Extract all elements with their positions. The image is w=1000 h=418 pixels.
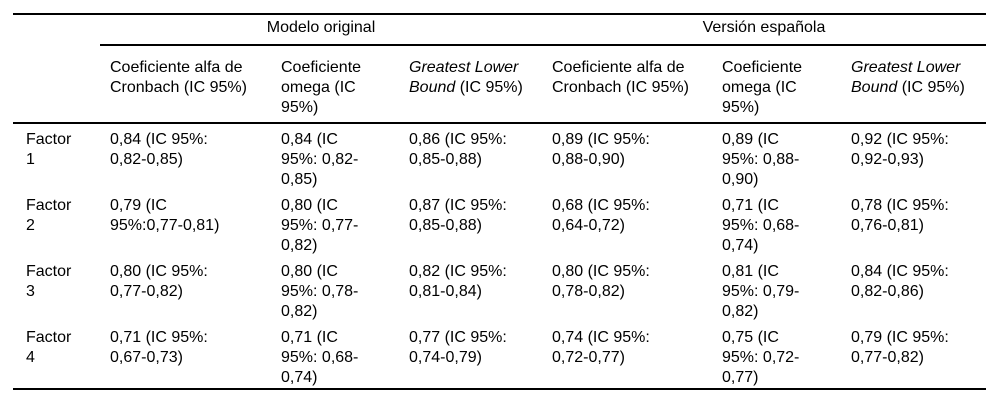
table-row-factor-1: Factor 1 0,84 (IC 95%: 0,82-0,85) 0,84 (… xyxy=(13,123,986,190)
col-header-omega-original: Coeficiente omega (IC 95%) xyxy=(271,45,399,124)
spanner-modelo-original: Modelo original xyxy=(100,13,542,46)
cell-f4-alpha-original: 0,71 (IC 95%: 0,67-0,73) xyxy=(100,322,271,390)
cell-f2-alpha-original: 0,79 (IC 95%:0,77-0,81) xyxy=(110,197,220,234)
cell-f3-alpha-original: 0,80 (IC 95%: 0,77-0,82) xyxy=(110,263,208,300)
cell-f3-omega-original: 0,80 (IC 95%: 0,78- 0,82) xyxy=(281,263,359,320)
cell-f3-alpha-spanish: 0,80 (IC 95%: 0,78-0,82) xyxy=(552,263,650,300)
table-row-factor-2: Factor 2 0,79 (IC 95%:0,77-0,81) 0,80 (I… xyxy=(13,190,986,256)
cell-f1-glb-spanish: 0,92 (IC 95%: 0,92-0,93) xyxy=(851,131,949,168)
col-header-alpha-spanish: Coeficiente alfa de Cronbach (IC 95%) xyxy=(542,45,712,124)
cell-f4-glb-spanish: 0,79 (IC 95%: 0,77-0,82) xyxy=(841,322,986,390)
cell-f4-alpha-spanish: 0,74 (IC 95%: 0,72-0,77) xyxy=(542,322,712,390)
reliability-table: Modelo original Versión española Coefici… xyxy=(13,13,986,390)
col-header-glb-spanish: Greatest Lower Bound (IC 95%) xyxy=(841,45,986,124)
row-header-factor-1: Factor 1 xyxy=(26,131,72,168)
cell-f2-glb-spanish: 0,78 (IC 95%: 0,76-0,81) xyxy=(851,197,949,234)
cell-f1-omega-spanish: 0,89 (IC 95%: 0,88- 0,90) xyxy=(722,131,800,188)
col-header-alpha-original: Coeficiente alfa de Cronbach (IC 95%) xyxy=(100,45,271,124)
table-row-factor-4: Factor 4 0,71 (IC 95%: 0,67-0,73) 0,71 (… xyxy=(13,322,986,390)
glb-title-italic: Greatest Lower Bound xyxy=(851,59,961,96)
table-row-factor-3: Factor 3 0,80 (IC 95%: 0,77-0,82) 0,80 (… xyxy=(13,256,986,322)
cell-f4-omega-original: 0,71 (IC 95%: 0,68- 0,74) xyxy=(271,322,399,390)
glb-title-italic: Greatest Lower Bound xyxy=(409,59,519,96)
glb-ci-suffix: (IC 95%) xyxy=(455,79,523,96)
col-header-omega-spanish: Coeficiente omega (IC 95%) xyxy=(712,45,841,124)
cell-f2-omega-spanish: 0,71 (IC 95%: 0,68- 0,74) xyxy=(722,197,800,254)
cell-f1-omega-original: 0,84 (IC 95%: 0,82- 0,85) xyxy=(281,131,359,188)
glb-ci-suffix: (IC 95%) xyxy=(897,79,965,96)
cell-f1-glb-original: 0,86 (IC 95%: 0,85-0,88) xyxy=(409,131,507,168)
cell-f1-alpha-spanish: 0,89 (IC 95%: 0,88-0,90) xyxy=(552,131,650,168)
corner-cell xyxy=(13,45,100,124)
cell-f2-glb-original: 0,87 (IC 95%: 0,85-0,88) xyxy=(409,197,507,234)
row-header-factor-2: Factor 2 xyxy=(26,197,72,234)
cell-f1-alpha-original: 0,84 (IC 95%: 0,82-0,85) xyxy=(110,131,208,168)
corner-cell xyxy=(13,13,100,45)
cell-f4-omega-spanish: 0,75 (IC 95%: 0,72- 0,77) xyxy=(712,322,841,390)
spanner-header-row: Modelo original Versión española xyxy=(13,13,986,46)
cell-f2-alpha-spanish: 0,68 (IC 95%: 0,64-0,72) xyxy=(552,197,650,234)
row-header-factor-4: Factor 4 xyxy=(13,322,100,390)
row-header-factor-3: Factor 3 xyxy=(26,263,72,300)
cell-f3-glb-original: 0,82 (IC 95%: 0,81-0,84) xyxy=(409,263,507,300)
cell-f3-omega-spanish: 0,81 (IC 95%: 0,79- 0,82) xyxy=(722,263,800,320)
column-header-row: Coeficiente alfa de Cronbach (IC 95%) Co… xyxy=(13,45,986,124)
col-header-glb-original: Greatest Lower Bound (IC 95%) xyxy=(399,45,542,124)
cell-f3-glb-spanish: 0,84 (IC 95%: 0,82-0,86) xyxy=(851,263,949,300)
cell-f2-omega-original: 0,80 (IC 95%: 0,77- 0,82) xyxy=(281,197,359,254)
cell-f4-glb-original: 0,77 (IC 95%: 0,74-0,79) xyxy=(399,322,542,390)
spanner-version-espanola: Versión española xyxy=(542,13,986,46)
